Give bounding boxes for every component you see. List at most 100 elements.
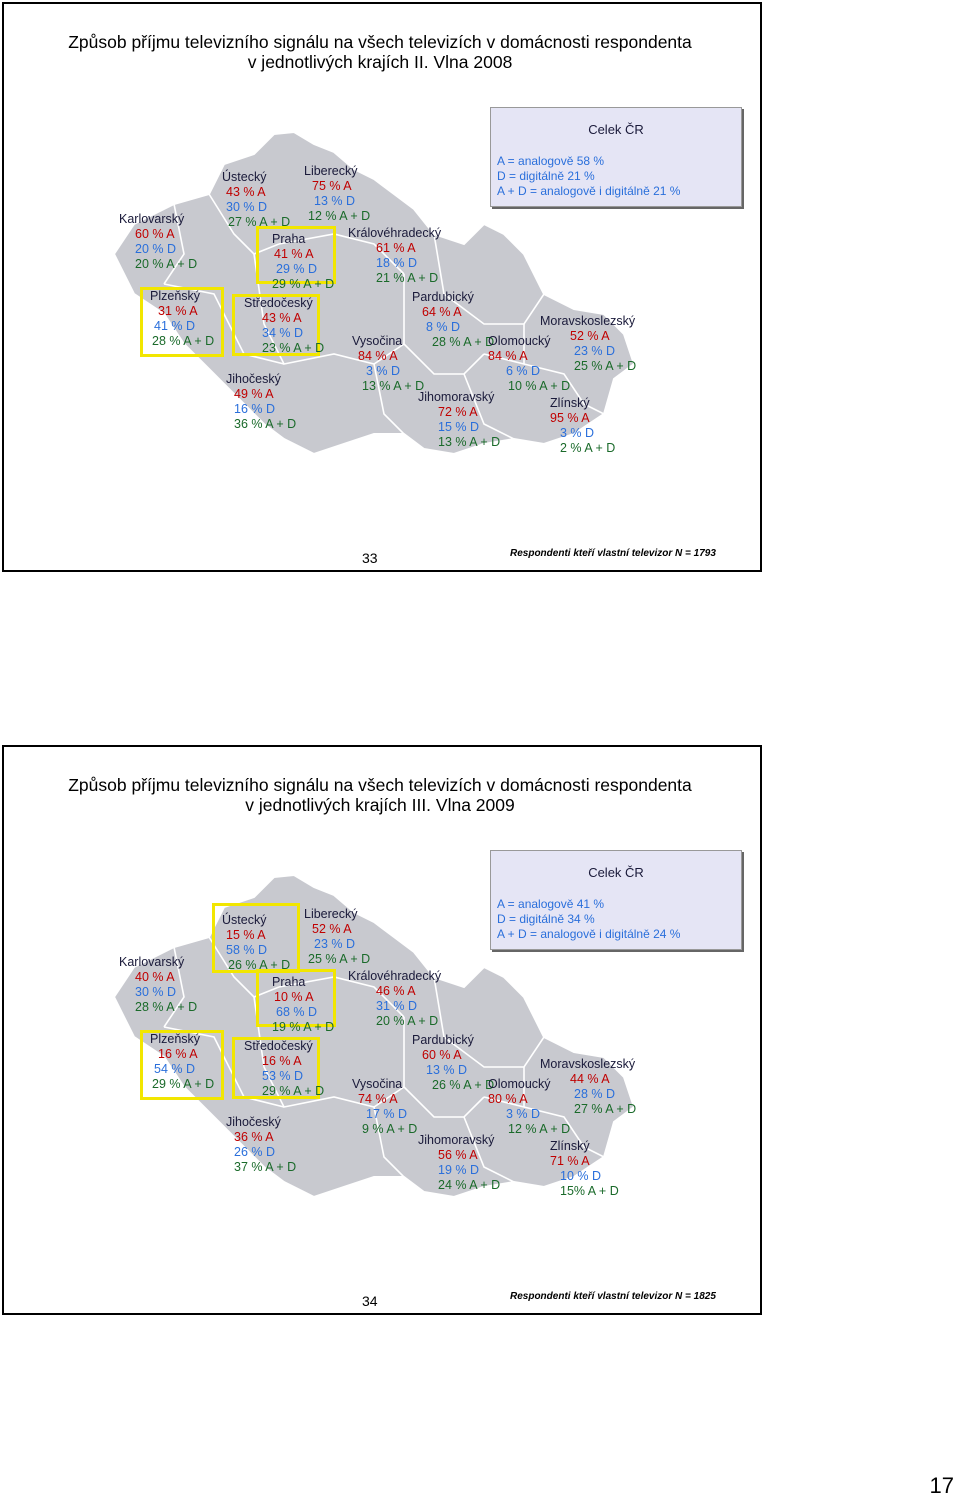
region-name: Vysočina [352, 334, 403, 348]
analog-value: 16 % A [158, 1047, 198, 1061]
celek-cr-box: Celek ČR A = analogově 58 % D = digitáln… [490, 107, 742, 207]
digital-value: 10 % D [560, 1169, 601, 1183]
region-name: Praha [272, 975, 306, 989]
analog-digital-value: 28 % A + D [135, 1000, 198, 1014]
region-name: Ústecký [222, 170, 267, 184]
analog-digital-value: 25 % A + D [308, 952, 371, 966]
analog-value: 46 % A [376, 984, 416, 998]
czech-map [112, 873, 636, 1199]
region-name: Karlovarský [119, 212, 185, 226]
region-jihocesky: Jihočeský 49 % A 16 % D 36 % A + D [226, 372, 296, 432]
slide-2: Způsob příjmu televizního signálu na vše… [2, 745, 762, 1315]
title-wave: II. Vlna 2008 [414, 52, 513, 72]
region-pardubicky: Pardubický 64 % A 8 % D 28 % A + D [412, 290, 494, 350]
respondents-note: Respondenti kteří vlastní televizor N = … [510, 548, 716, 559]
region-ustecky: Ústecký 43 % A 30 % D 27 % A + D [222, 170, 290, 230]
analog-digital-value: 15% A + D [560, 1184, 619, 1198]
region-name: Ústecký [222, 913, 267, 927]
digital-value: 3 % D [366, 364, 401, 378]
analog-digital-value: 27 % A + D [228, 215, 291, 229]
digital-value: 23 % D [314, 937, 355, 951]
analog-value: 40 % A [135, 970, 175, 984]
region-name: Liberecký [304, 907, 358, 921]
analog-digital-value: 10 % A + D [508, 379, 571, 393]
region-name: Středočeský [244, 296, 313, 310]
region-praha: Praha 10 % A 68 % D 19 % A + D [272, 975, 334, 1035]
title-line-2: v jednotlivých krajích II. Vlna 2008 [40, 52, 720, 72]
digital-value: 31 % D [376, 999, 417, 1013]
analog-value: 43 % A [226, 185, 266, 199]
highlight-plzensky [140, 287, 224, 357]
digital-value: 13 % D [426, 1063, 467, 1077]
digital-value: 17 % D [366, 1107, 407, 1121]
analog-value: 16 % A [262, 1054, 302, 1068]
region-name: Středočeský [244, 1039, 313, 1053]
analog-value: 84 % A [358, 349, 398, 363]
region-zlinsky: Zlínský 95 % A 3 % D 2 % A + D [550, 396, 615, 456]
digital-value: 6 % D [506, 364, 541, 378]
title-prefix: v jednotlivých krajích [245, 795, 407, 815]
analog-value: 75 % A [312, 179, 352, 193]
region-praha: Praha 41 % A 29 % D 29 % A + D [272, 232, 334, 292]
analog-digital-value: 19 % A + D [272, 1020, 335, 1034]
digital-value: 3 % D [560, 426, 595, 440]
analog-digital-value: 36 % A + D [234, 417, 297, 431]
region-karlovarsky: Karlovarský 40 % A 30 % D 28 % A + D [119, 955, 197, 1015]
analog-value: 95 % A [550, 411, 590, 425]
analog-value: 36 % A [234, 1130, 274, 1144]
analog-digital-value: 26 % A + D [228, 958, 291, 972]
region-name: Zlínský [550, 1139, 590, 1153]
digital-value: 26 % D [234, 1145, 275, 1159]
digital-value: 28 % D [574, 1087, 615, 1101]
analog-digital-value: 12 % A + D [508, 1122, 571, 1136]
digital-value: 13 % D [314, 194, 355, 208]
region-jihocesky: Jihočeský 36 % A 26 % D 37 % A + D [226, 1115, 296, 1175]
region-zlinsky: Zlínský 71 % A 10 % D 15% A + D [550, 1139, 619, 1199]
title-prefix: v jednotlivých krajích [247, 52, 410, 72]
highlight-praha [256, 226, 336, 284]
celek-line-analog: A = analogově 58 % [497, 154, 605, 168]
analog-digital-value: 29 % A + D [272, 277, 335, 291]
region-jihomoravsky: Jihomoravský 72 % A 15 % D 13 % A + D [418, 390, 500, 450]
highlight-stredocesky [232, 1037, 320, 1099]
region-moravskoslezsky: Moravskoslezský 44 % A 28 % D 27 % A + D [540, 1057, 636, 1117]
region-name: Zlínský [550, 396, 590, 410]
digital-value: 19 % D [438, 1163, 479, 1177]
slide-1: Způsob příjmu televizního signálu na vše… [2, 2, 762, 572]
region-name: Plzeňský [150, 289, 201, 303]
region-name: Liberecký [304, 164, 358, 178]
slide-title: Způsob příjmu televizního signálu na vše… [40, 775, 720, 815]
highlight-stredocesky [232, 294, 320, 356]
analog-value: 84 % A [488, 349, 528, 363]
analog-value: 52 % A [312, 922, 352, 936]
region-stredocesky: Středočeský 43 % A 34 % D 23 % A + D [244, 296, 324, 356]
title-line-1: Způsob příjmu televizního signálu na vše… [68, 775, 692, 795]
analog-value: 43 % A [262, 311, 302, 325]
digital-value: 23 % D [574, 344, 615, 358]
analog-value: 71 % A [550, 1154, 590, 1168]
region-karlovarsky: Karlovarský 60 % A 20 % D 20 % A + D [119, 212, 197, 272]
analog-digital-value: 9 % A + D [362, 1122, 418, 1136]
region-name: Olomoucký [488, 334, 551, 348]
region-name: Pardubický [412, 1033, 474, 1047]
region-liberecky: Liberecký 75 % A 13 % D 12 % A + D [304, 164, 370, 224]
analog-value: 52 % A [570, 329, 610, 343]
celek-legend: A = analogově 58 % D = digitálně 21 % A … [497, 154, 680, 199]
highlight-praha [256, 969, 336, 1027]
analog-digital-value: 26 % A + D [432, 1078, 495, 1092]
analog-value: 15 % A [226, 928, 266, 942]
analog-digital-value: 23 % A + D [262, 341, 325, 355]
highlight-plzensky [140, 1030, 224, 1100]
region-name: Vysočina [352, 1077, 403, 1091]
country-outline [112, 873, 636, 1199]
digital-value: 29 % D [276, 262, 317, 276]
region-plzensky: Plzeňský 16 % A 54 % D 29 % A + D [150, 1032, 214, 1092]
analog-digital-value: 28 % A + D [432, 335, 495, 349]
celek-line-digital: D = digitálně 21 % [497, 169, 595, 183]
region-olomoucky: Olomoucký 84 % A 6 % D 10 % A + D [488, 334, 570, 394]
analog-value: 44 % A [570, 1072, 610, 1086]
digital-value: 30 % D [226, 200, 267, 214]
region-olomoucky: Olomoucký 80 % A 3 % D 12 % A + D [488, 1077, 570, 1137]
digital-value: 3 % D [506, 1107, 541, 1121]
region-name: Jihočeský [226, 1115, 281, 1129]
